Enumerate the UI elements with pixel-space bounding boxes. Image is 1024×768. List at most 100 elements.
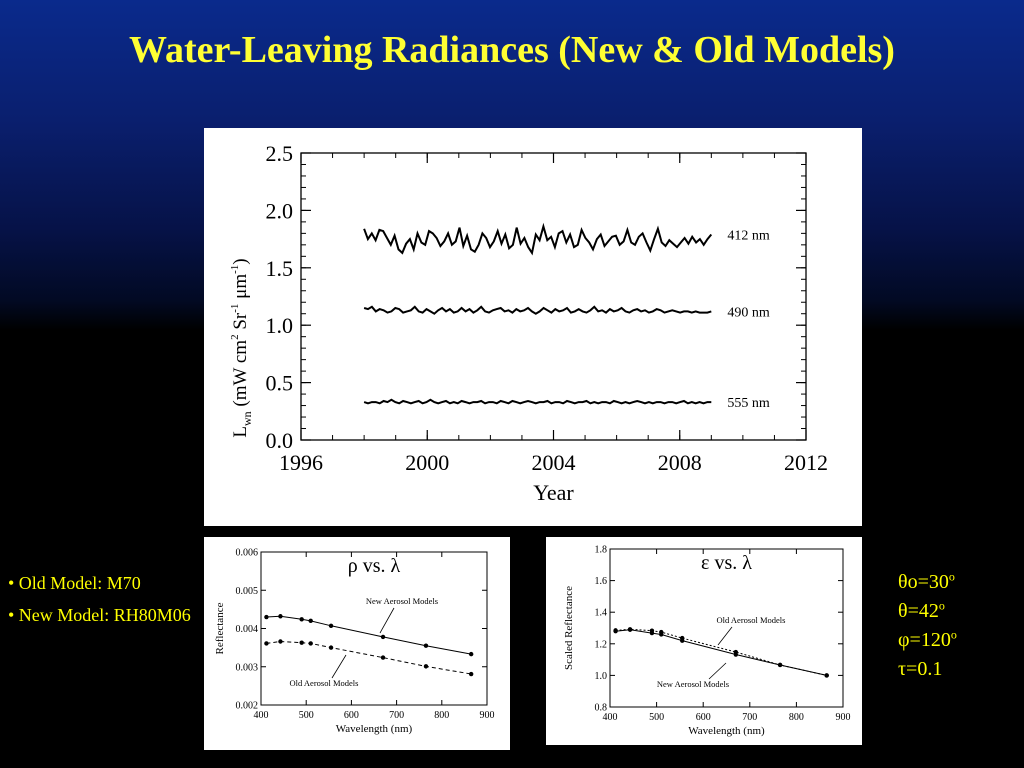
svg-text:Lwn (mW cm2 Sr-1 μm-1): Lwn (mW cm2 Sr-1 μm-1) xyxy=(229,258,254,437)
small-data-point xyxy=(264,614,269,620)
small-data-point xyxy=(659,632,664,637)
param-solar-zenith: θo=30o xyxy=(898,569,955,593)
small-data-point xyxy=(680,638,685,643)
main-x-tick-label: 2008 xyxy=(658,450,702,475)
annotation-leader xyxy=(331,654,347,679)
main-y-axis-label: Lwn (mW cm2 Sr-1 μm-1) xyxy=(229,258,254,437)
annotation-leader xyxy=(379,607,395,634)
annotation-new-aerosol: New Aerosol Models xyxy=(366,596,438,606)
param-relative-azimuth: φ=120o xyxy=(898,627,957,651)
main-series-label: 490 nm xyxy=(727,305,770,320)
small-x-tick-label: 500 xyxy=(649,712,664,723)
main-x-tick-label: 2004 xyxy=(532,450,576,475)
small-data-point xyxy=(613,628,618,634)
small-data-point xyxy=(824,673,829,678)
main-y-tick-label: 1.0 xyxy=(266,313,294,338)
small-series-line xyxy=(266,640,472,675)
small-y-tick-label: 0.8 xyxy=(595,703,608,714)
main-y-tick-label: 2.0 xyxy=(266,198,294,223)
scaled-reflectance-vs-wavelength-chart: 0.8 1.0 1.2 1.4 1.6 1.8 400 500 600 700 800 900 Wave… xyxy=(563,545,851,738)
main-series-line-490-nm xyxy=(363,305,712,315)
small-data-point xyxy=(423,664,429,669)
reflectance-vs-wavelength-chart: 0.002 0.003 0.004 0.005 0.006 400 500 600 700 800… xyxy=(214,548,495,736)
small-data-point xyxy=(264,641,269,646)
annotation-new-aerosol: New Aerosol Models xyxy=(657,679,729,689)
geometry-parameters: θo=30o θ=42o φ=120o τ=0.1 xyxy=(898,568,1018,684)
epsilon-chart-panel: 0.8 1.0 1.2 1.4 1.6 1.8 400 500 600 700 800 900 Wave… xyxy=(546,537,862,745)
small-x-tick-label: 800 xyxy=(434,710,449,721)
small-y-tick-label: 1.8 xyxy=(595,545,608,556)
small-x-tick-label: 700 xyxy=(742,712,757,723)
small-chart-title: ρ vs. λ xyxy=(348,555,401,577)
main-x-tick-label: 1996 xyxy=(279,450,323,475)
annotation-old-aerosol: Old Aerosol Models xyxy=(290,678,359,688)
small-x-tick-label: 800 xyxy=(789,712,804,723)
small-data-point xyxy=(278,639,283,644)
annotation-leader xyxy=(708,662,727,680)
small-data-point xyxy=(308,641,313,646)
small-y-tick-label: 0.004 xyxy=(236,624,259,635)
radiance-time-series-chart: Lwn (mW cm2 Sr-1 μm-1) 0.0 0.5 1.0 1.5 2.0 2.… xyxy=(229,141,828,505)
main-series-label: 412 nm xyxy=(727,229,770,244)
small-data-point xyxy=(299,617,304,622)
small-data-point xyxy=(278,614,283,619)
main-x-tick-label: 2012 xyxy=(784,450,828,475)
new-model-note: • New Model: RH80M06 xyxy=(8,605,191,625)
small-x-tick-label: 600 xyxy=(344,710,359,721)
small-y-tick-label: 1.6 xyxy=(595,576,608,587)
small-plot-frame xyxy=(609,548,844,708)
small-series-line xyxy=(266,615,472,655)
small-data-point xyxy=(733,652,739,657)
param-view-zenith: θ=42o xyxy=(898,598,945,622)
small-data-point xyxy=(380,655,386,660)
main-y-tick-label: 1.5 xyxy=(266,256,294,281)
small-data-point xyxy=(777,662,783,668)
main-series-line-555-nm xyxy=(363,398,712,405)
annotation-old-aerosol: Old Aerosol Models xyxy=(717,615,786,625)
small-y-tick-label: 1.4 xyxy=(595,608,608,619)
main-y-tick-label: 0.5 xyxy=(266,371,294,396)
small-y-axis-label: Reflectance xyxy=(214,602,226,654)
small-x-tick-label: 400 xyxy=(603,712,618,723)
main-series-label: 555 nm xyxy=(727,396,770,411)
model-notes: • Old Model: M70 • New Model: RH80M06 xyxy=(8,572,198,636)
small-data-point xyxy=(649,630,655,636)
small-data-point xyxy=(423,643,429,648)
small-y-tick-label: 0.002 xyxy=(236,701,259,712)
small-x-tick-label: 400 xyxy=(254,710,269,721)
main-chart-panel: Lwn (mW cm2 Sr-1 μm-1) 0.0 0.5 1.0 1.5 2.0 2.… xyxy=(204,128,862,526)
small-series-line xyxy=(615,629,827,676)
small-data-point xyxy=(468,671,474,677)
small-data-point xyxy=(627,627,633,632)
small-x-tick-label: 700 xyxy=(389,710,404,721)
small-data-point xyxy=(299,640,304,645)
small-y-tick-label: 0.003 xyxy=(236,662,259,673)
small-data-point xyxy=(380,634,386,640)
small-x-tick-label: 600 xyxy=(696,712,711,723)
main-x-axis-label: Year xyxy=(533,480,574,505)
annotation-leader xyxy=(717,626,733,646)
small-x-tick-label: 900 xyxy=(480,710,495,721)
small-data-point xyxy=(468,651,474,657)
main-x-tick-label: 2000 xyxy=(405,450,449,475)
small-x-axis-label: Wavelength (nm) xyxy=(336,723,413,735)
small-data-point xyxy=(308,618,313,624)
param-optical-thickness: τ=0.1 xyxy=(898,658,943,680)
main-series-line-412-nm xyxy=(363,222,713,256)
small-y-axis-label: Scaled Reflectance xyxy=(563,586,575,670)
small-y-tick-label: 1.0 xyxy=(595,671,608,682)
main-y-tick-label: 2.5 xyxy=(266,141,294,166)
small-x-axis-label: Wavelength (nm) xyxy=(688,725,765,737)
old-model-note: • Old Model: M70 xyxy=(8,573,141,593)
rho-chart-panel: 0.002 0.003 0.004 0.005 0.006 400 500 600 700 800… xyxy=(204,537,510,750)
small-x-tick-label: 900 xyxy=(836,712,851,723)
small-chart-title: ε vs. λ xyxy=(701,552,752,574)
main-y-tick-label: 0.0 xyxy=(266,428,294,453)
small-y-tick-label: 1.2 xyxy=(595,639,608,650)
small-data-point xyxy=(328,623,334,629)
slide-title: Water-Leaving Radiances (New & Old Model… xyxy=(129,29,895,71)
small-x-tick-label: 500 xyxy=(299,710,314,721)
small-y-tick-label: 0.005 xyxy=(236,586,259,597)
small-data-point xyxy=(328,645,334,650)
small-y-tick-label: 0.006 xyxy=(236,548,259,559)
